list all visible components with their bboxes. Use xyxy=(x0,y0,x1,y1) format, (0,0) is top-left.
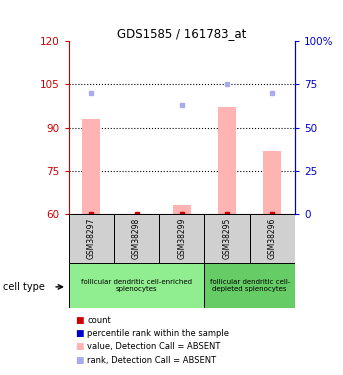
Bar xyxy=(218,107,236,214)
Text: rank, Detection Call = ABSENT: rank, Detection Call = ABSENT xyxy=(87,356,216,364)
Bar xyxy=(263,150,281,214)
Text: cell type: cell type xyxy=(3,282,45,292)
Text: GSM38299: GSM38299 xyxy=(177,217,186,259)
Text: follicular dendritic cell-enriched
splenocytes: follicular dendritic cell-enriched splen… xyxy=(81,279,192,291)
Bar xyxy=(159,214,204,262)
Text: GSM38297: GSM38297 xyxy=(87,217,96,259)
Bar xyxy=(82,119,100,214)
Bar xyxy=(69,262,204,308)
Bar xyxy=(69,214,114,262)
Title: GDS1585 / 161783_at: GDS1585 / 161783_at xyxy=(117,27,247,40)
Text: ■: ■ xyxy=(75,329,84,338)
Text: count: count xyxy=(87,316,111,325)
Text: ■: ■ xyxy=(75,356,84,364)
Bar xyxy=(204,214,250,262)
Text: ■: ■ xyxy=(75,316,84,325)
Bar xyxy=(250,214,295,262)
Text: percentile rank within the sample: percentile rank within the sample xyxy=(87,329,229,338)
Text: GSM38296: GSM38296 xyxy=(268,217,277,259)
Text: follicular dendritic cell-
depleted splenocytes: follicular dendritic cell- depleted sple… xyxy=(210,279,290,291)
Bar xyxy=(114,214,159,262)
Bar xyxy=(173,205,191,214)
Bar xyxy=(204,262,295,308)
Text: value, Detection Call = ABSENT: value, Detection Call = ABSENT xyxy=(87,342,221,351)
Text: GSM38295: GSM38295 xyxy=(223,217,232,259)
Text: ■: ■ xyxy=(75,342,84,351)
Text: GSM38298: GSM38298 xyxy=(132,217,141,259)
